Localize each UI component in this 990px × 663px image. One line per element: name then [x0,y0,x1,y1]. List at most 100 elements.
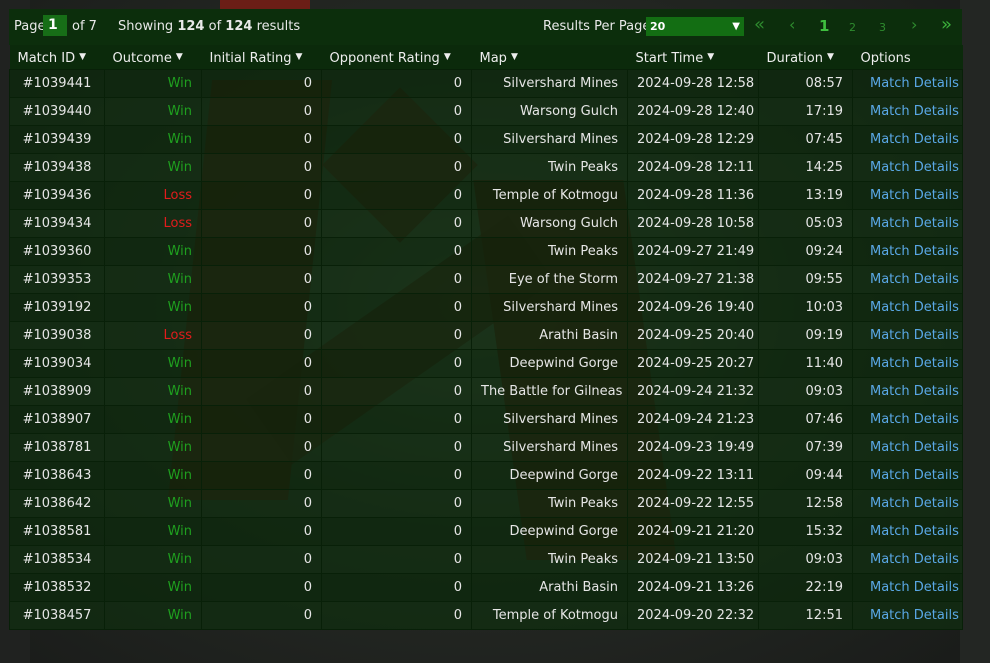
outcome-badge: Win [167,299,192,315]
match-details-link[interactable]: Match Details [870,579,959,595]
match-details-link[interactable]: Match Details [870,327,959,343]
opponent-rating-text: 0 [453,551,462,567]
start-time-text: 2024-09-25 20:27 [637,355,755,371]
match-details-link[interactable]: Match Details [870,75,959,91]
page-number-input[interactable]: 1 [43,15,67,36]
match-details-link[interactable]: Match Details [870,187,959,203]
match-id-cell: #1039439 [9,124,105,154]
column-header-opponent-rating[interactable]: Opponent Rating ▼ [321,45,472,69]
table-row: #1039434 Loss 0 0 Warsong Gulch 2024-09-28 10… [9,208,963,238]
page-link-2[interactable]: 2 [849,21,856,34]
table-row: #1039436 Loss 0 0 Temple of Kotmogu 2024-09-2… [9,180,963,210]
options-cell: Match Details [852,488,963,518]
start-time-text: 2024-09-23 19:49 [637,439,755,455]
first-page-icon[interactable]: « [754,14,766,35]
match-details-link[interactable]: Match Details [870,271,959,287]
previous-page-icon[interactable]: ‹ [789,15,796,34]
match-details-link[interactable]: Match Details [870,411,959,427]
match-details-link[interactable]: Match Details [870,131,959,147]
options-cell: Match Details [852,292,963,322]
sort-arrow-icon: ▼ [175,52,183,63]
sort-arrow-icon: ▼ [79,52,87,63]
match-details-link[interactable]: Match Details [870,607,959,623]
duration-cell: 09:03 [758,376,853,406]
opponent-rating-text: 0 [453,243,462,259]
match-details-link[interactable]: Match Details [870,467,959,483]
duration-text: 07:39 [805,439,843,455]
initial-rating-text: 0 [303,243,312,259]
opponent-rating-cell: 0 [321,488,472,518]
initial-rating-text: 0 [303,439,312,455]
table-row: #1039034 Win 0 0 Deepwind Gorge 2024-09-25 20… [9,348,963,378]
match-details-link[interactable]: Match Details [870,159,959,175]
table-row: #1038781 Win 0 0 Silvershard Mines 2024-09-23… [9,432,963,462]
column-header-map[interactable]: Map ▼ [471,45,628,69]
duration-cell: 07:46 [758,404,853,434]
next-page-icon[interactable]: › [911,15,918,34]
options-cell: Match Details [852,460,963,490]
start-time-text: 2024-09-22 12:55 [637,495,755,511]
page-link-3[interactable]: 3 [879,21,886,34]
match-details-link[interactable]: Match Details [870,103,959,119]
start-time-cell: 2024-09-28 10:58 [627,208,759,238]
last-page-icon[interactable]: » [941,14,953,35]
column-header-duration[interactable]: Duration ▼ [758,45,853,69]
initial-rating-text: 0 [303,355,312,371]
start-time-cell: 2024-09-23 19:49 [627,432,759,462]
outcome-cell: Win [104,488,202,518]
options-cell: Match Details [852,432,963,462]
options-cell: Match Details [852,180,963,210]
table-row: #1039440 Win 0 0 Warsong Gulch 2024-09-28 12:… [9,96,963,126]
match-id-text: #1039434 [22,215,92,231]
initial-rating-text: 0 [303,187,312,203]
outcome-cell: Win [104,68,202,98]
outcome-cell: Loss [104,208,202,238]
initial-rating-text: 0 [303,75,312,91]
opponent-rating-text: 0 [453,271,462,287]
match-details-link[interactable]: Match Details [870,439,959,455]
outcome-badge: Win [167,103,192,119]
duration-text: 07:46 [805,411,843,427]
page-link-1[interactable]: 1 [819,17,830,35]
results-per-page-select[interactable]: 20 ▼ [646,17,744,36]
match-id-text: #1038534 [22,551,92,567]
start-time-cell: 2024-09-28 12:58 [627,68,759,98]
match-details-link[interactable]: Match Details [870,495,959,511]
map-text: Warsong Gulch [520,215,618,231]
match-id-text: #1039438 [22,159,92,175]
column-header-match-id[interactable]: Match ID ▼ [9,45,105,69]
initial-rating-text: 0 [303,579,312,595]
initial-rating-text: 0 [303,551,312,567]
duration-cell: 22:19 [758,572,853,602]
column-header-start-time[interactable]: Start Time ▼ [627,45,759,69]
options-cell: Match Details [852,152,963,182]
match-details-link[interactable]: Match Details [870,299,959,315]
options-cell: Match Details [852,404,963,434]
map-cell: Eye of the Storm [471,264,628,294]
duration-text: 07:45 [805,131,843,147]
match-details-link[interactable]: Match Details [870,355,959,371]
match-details-link[interactable]: Match Details [870,215,959,231]
column-header-outcome[interactable]: Outcome ▼ [104,45,202,69]
match-table: Match ID ▼ Outcome ▼ Initial Rating ▼ Oppon… [9,45,963,630]
start-time-text: 2024-09-27 21:49 [637,243,755,259]
outcome-badge: Win [167,271,192,287]
options-cell: Match Details [852,348,963,378]
duration-cell: 09:24 [758,236,853,266]
match-details-link[interactable]: Match Details [870,243,959,259]
table-row: #1038581 Win 0 0 Deepwind Gorge 2024-09-21 21… [9,516,963,546]
match-details-link[interactable]: Match Details [870,551,959,567]
map-cell: Silvershard Mines [471,404,628,434]
match-details-link[interactable]: Match Details [870,523,959,539]
column-header-initial-rating[interactable]: Initial Rating ▼ [201,45,322,69]
match-details-link[interactable]: Match Details [870,383,959,399]
map-cell: Temple of Kotmogu [471,600,628,630]
results-per-page-value: 20 [650,20,666,33]
opponent-rating-cell: 0 [321,460,472,490]
opponent-rating-text: 0 [453,495,462,511]
opponent-rating-text: 0 [453,159,462,175]
initial-rating-text: 0 [303,103,312,119]
map-text: Deepwind Gorge [509,467,618,483]
map-text: Silvershard Mines [503,299,618,315]
match-id-cell: #1039438 [9,152,105,182]
